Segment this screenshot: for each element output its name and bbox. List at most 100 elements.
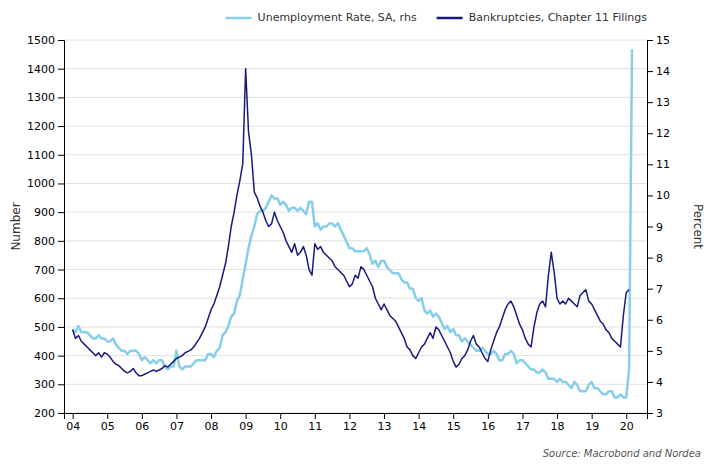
tick-label: 300	[34, 378, 55, 391]
tick-mark	[647, 195, 653, 196]
tick-label: 4	[656, 376, 663, 389]
axis-line	[65, 414, 648, 420]
series-line	[73, 69, 629, 376]
grid-line	[64, 355, 647, 356]
tick-label: 11	[656, 158, 670, 171]
grid-line	[64, 68, 647, 69]
tick-label: 12	[343, 420, 357, 433]
tick: 06	[135, 413, 149, 433]
y2-axis-title: Percent	[691, 204, 705, 249]
tick-mark	[58, 298, 64, 299]
tick-mark	[58, 97, 64, 98]
tick-mark	[142, 413, 143, 419]
tick: 07	[170, 413, 184, 433]
tick-label: 14	[656, 65, 670, 78]
tick-label: 19	[585, 420, 599, 433]
tick-mark	[647, 164, 653, 165]
tick: 900	[34, 206, 64, 219]
tick-mark	[592, 413, 593, 419]
tick-label: 700	[34, 264, 55, 277]
tick-mark	[647, 133, 653, 134]
tick-label: 1200	[27, 120, 55, 133]
tick-label: 15	[656, 34, 670, 47]
tick: 3	[647, 407, 663, 420]
series-line	[73, 49, 632, 397]
tick: 5	[647, 345, 663, 358]
tick-label: 1100	[27, 149, 55, 162]
tick: 400	[34, 350, 64, 363]
tick-label: 8	[656, 252, 663, 265]
tick: 08	[205, 413, 219, 433]
tick: 19	[585, 413, 599, 433]
grid-line	[64, 183, 647, 184]
tick-mark	[58, 413, 64, 414]
tick-label: 200	[34, 407, 55, 420]
tick-mark	[58, 384, 64, 385]
tick-mark	[647, 227, 653, 228]
tick: 12	[343, 413, 357, 433]
tick-mark	[647, 351, 653, 352]
grid-line	[64, 384, 647, 385]
tick-label: 1400	[27, 63, 55, 76]
tick-mark	[647, 40, 653, 41]
tick-mark	[453, 413, 454, 419]
axis-line	[648, 41, 654, 414]
grid	[64, 40, 647, 413]
tick: 1000	[27, 177, 64, 190]
tick-label: 600	[34, 292, 55, 305]
tick: 800	[34, 235, 64, 248]
tick-mark	[626, 413, 627, 419]
tick-mark	[647, 382, 653, 383]
tick-label: 500	[34, 321, 55, 334]
tick-label: 08	[205, 420, 219, 433]
tick: 10	[274, 413, 288, 433]
grid-line	[64, 40, 647, 41]
tick-label: 17	[516, 420, 530, 433]
tick-label: 12	[656, 127, 670, 140]
tick: 7	[647, 283, 663, 296]
tick-label: 1000	[27, 177, 55, 190]
tick: 200	[34, 407, 64, 420]
tick-label: 14	[412, 420, 426, 433]
tick-label: 1300	[27, 91, 55, 104]
tick-mark	[647, 320, 653, 321]
tick: 09	[239, 413, 253, 433]
tick-label: 5	[656, 345, 663, 358]
grid-line	[64, 269, 647, 270]
tick-mark	[384, 413, 385, 419]
tick-mark	[522, 413, 523, 419]
legend-item: Bankruptcies, Chapter 11 Filings	[437, 11, 648, 24]
tick-label: 20	[620, 420, 634, 433]
legend-swatch	[226, 17, 252, 20]
grid-line	[64, 240, 647, 241]
tick-label: 11	[308, 420, 322, 433]
tick-mark	[58, 327, 64, 328]
tick-label: 05	[101, 420, 115, 433]
tick-mark	[647, 258, 653, 259]
x-axis: 0405060708091011121314151617181920	[65, 413, 648, 433]
tick-mark	[58, 270, 64, 271]
tick: 05	[101, 413, 115, 433]
tick-label: 3	[656, 407, 663, 420]
tick-label: 13	[656, 96, 670, 109]
chart: 0405060708091011121314151617181920200300…	[0, 0, 711, 465]
tick: 18	[551, 413, 565, 433]
tick: 6	[647, 314, 663, 327]
tick: 600	[34, 292, 64, 305]
tick: 1200	[27, 120, 64, 133]
tick: 300	[34, 378, 64, 391]
grid-line	[64, 126, 647, 127]
tick-mark	[647, 102, 653, 103]
grid-line	[64, 97, 647, 98]
tick-mark	[107, 413, 108, 419]
tick-label: 15	[447, 420, 461, 433]
tick-mark	[58, 69, 64, 70]
tick: 10	[647, 189, 670, 202]
grid-line	[64, 154, 647, 155]
tick-mark	[647, 71, 653, 72]
tick: 4	[647, 376, 663, 389]
legend-item: Unemployment Rate, SA, rhs	[226, 11, 417, 24]
tick-mark	[58, 183, 64, 184]
tick-mark	[419, 413, 420, 419]
annotation: Source: Macrobond and Nordea	[543, 448, 701, 459]
